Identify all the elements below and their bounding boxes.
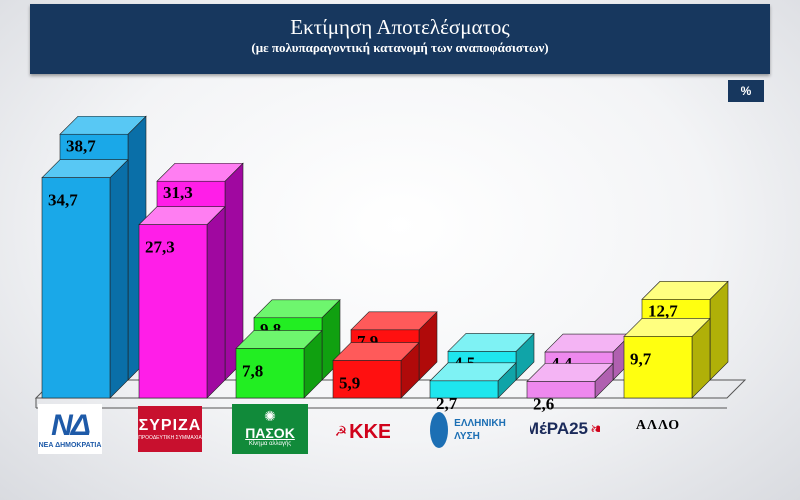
bar-front-face [332, 360, 402, 399]
title-banner: Εκτίμηση Αποτελέσματος (με πολυπαραγοντι… [30, 4, 770, 74]
unit-badge: % [728, 80, 764, 102]
kke-logo: ☭ ΚΚΕ [336, 414, 390, 450]
bar-front-face [41, 177, 111, 399]
syriza-logo-text: ΠΡΟΟΔΕΥΤΙΚΗ ΣΥΜΜΑΧΙΑ [138, 435, 202, 441]
bar-value-label: 34,7 [48, 191, 78, 210]
mera25-logo: ΜέΡΑ25 ❧ [530, 408, 600, 450]
nd-logo: ΝΔ ΝΕΑ ΔΗΜΟΚΡΑΤΙΑ [38, 404, 102, 454]
bar-value-label-upper: 12,7 [648, 301, 678, 320]
bar-value-label: 2,6 [533, 394, 554, 413]
elliniki-lysi-line1: ΕΛΛΗΝΙΚΗ [454, 418, 506, 429]
chart-title: Εκτίμηση Αποτελέσματος [290, 15, 510, 39]
bar-value-label: 7,8 [242, 361, 263, 380]
shield-icon [430, 412, 449, 448]
syriza-logo: ΣΥΡΙΖΑ ΠΡΟΟΔΕΥΤΙΚΗ ΣΥΜΜΑΧΙΑ [138, 406, 202, 452]
allo-label: ΑΛΛΟ [626, 414, 690, 438]
elliniki-lysi-line2: ΛΥΣΗ [454, 431, 480, 442]
pasok-logo-text: Κίνημα αλλαγής [248, 441, 292, 447]
bar-value-label-upper: 31,3 [163, 183, 193, 202]
bar-front-face [138, 224, 208, 399]
bar-value-label: 9,7 [630, 349, 652, 368]
bar-front-face [235, 348, 305, 399]
elliniki-lysi-logo: ΕΛΛΗΝΙΚΗ ΛΥΣΗ [428, 404, 508, 456]
chart-subtitle: (με πολυπαραγοντική κατανομή των αναποφά… [251, 40, 549, 55]
wing-icon: ❧ [590, 418, 600, 439]
allo-text: ΑΛΛΟ [635, 418, 681, 433]
pasok-logo: ✺ ΠΑΣΟΚ Κίνημα αλλαγής [232, 404, 308, 454]
sun-icon: ✺ [264, 410, 276, 425]
nd-logo-mark: ΝΔ [51, 408, 91, 442]
bar-front-face [429, 380, 499, 399]
syriza-logo-mark: ΣΥΡΙΖΑ [138, 417, 202, 434]
bar-front-side [109, 158, 129, 399]
bar-value-label: 2,7 [436, 394, 458, 413]
bar-value-label: 5,9 [339, 374, 360, 393]
bar-front-side [206, 205, 226, 399]
nd-logo-text: ΝΕΑ ΔΗΜΟΚΡΑΤΙΑ [38, 441, 102, 449]
bar-value-label: 27,3 [145, 238, 175, 257]
kke-logo-mark: ΚΚΕ [349, 420, 390, 443]
bar-front-face [623, 336, 693, 399]
bar-value-label-upper: 38,7 [66, 136, 96, 155]
hammer-sickle-icon: ☭ [336, 424, 348, 440]
pasok-logo-mark: ΠΑΣΟΚ [245, 425, 295, 441]
bar-front-face [526, 381, 596, 399]
mera25-logo-mark: ΜέΡΑ25 [530, 419, 589, 438]
